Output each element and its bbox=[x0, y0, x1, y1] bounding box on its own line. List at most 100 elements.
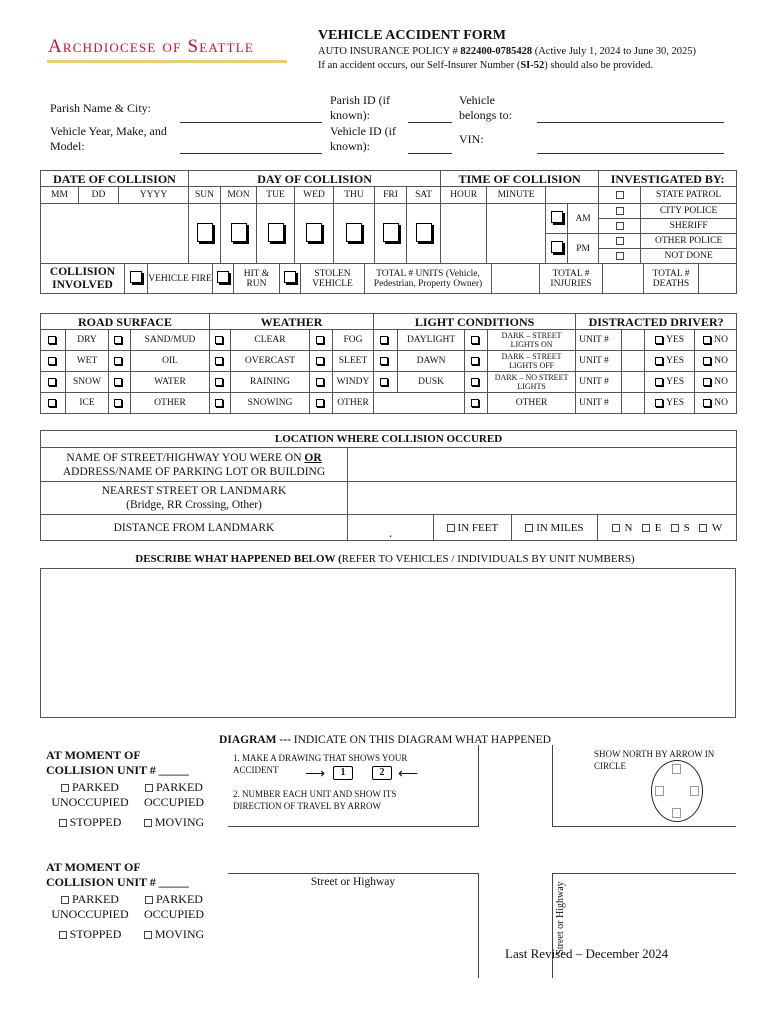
state-patrol-label: STATE PATROL bbox=[640, 186, 738, 204]
thu-checkbox[interactable] bbox=[333, 203, 375, 264]
collision-involved-label: COLLISION INVOLVED bbox=[40, 263, 125, 294]
stolen-label: STOLEN VEHICLE bbox=[300, 263, 365, 294]
moving-checkbox[interactable]: MOVING bbox=[134, 927, 214, 942]
vehicle-id-field[interactable] bbox=[408, 153, 452, 154]
water-checkbox[interactable] bbox=[108, 371, 131, 393]
hit-run-checkbox[interactable] bbox=[212, 263, 234, 294]
sand-checkbox[interactable] bbox=[108, 329, 131, 351]
overcast-checkbox[interactable] bbox=[209, 350, 231, 372]
street-highway-horizontal: Street or Highway bbox=[310, 876, 396, 888]
unit-input[interactable] bbox=[621, 392, 646, 414]
raining-checkbox[interactable] bbox=[209, 371, 231, 393]
parked-unoccupied-checkbox[interactable]: PARKED UNOCCUPIED bbox=[51, 780, 129, 809]
fog-checkbox[interactable] bbox=[309, 329, 333, 351]
compass-north-box[interactable] bbox=[672, 764, 681, 774]
vehicle-ymm-field[interactable] bbox=[180, 153, 322, 154]
parked-occupied-checkbox[interactable]: PARKED OCCUPIED bbox=[143, 892, 204, 921]
dark-lights-on-checkbox[interactable] bbox=[464, 329, 489, 351]
yes-checkbox[interactable]: YES bbox=[644, 371, 696, 393]
east-checkbox[interactable]: E bbox=[641, 522, 661, 534]
in-miles-checkbox[interactable]: IN MILES bbox=[511, 514, 598, 541]
sun-checkbox[interactable] bbox=[188, 203, 221, 264]
distance-input[interactable]: . bbox=[347, 514, 434, 541]
dawn-checkbox[interactable] bbox=[373, 350, 399, 372]
unit-label: UNIT # bbox=[575, 392, 623, 414]
no-checkbox[interactable]: NO bbox=[694, 329, 738, 351]
vin-field[interactable] bbox=[537, 153, 724, 154]
water-label: WATER bbox=[130, 371, 210, 393]
unit-input[interactable] bbox=[621, 350, 646, 372]
sat-checkbox[interactable] bbox=[405, 203, 442, 264]
yes-checkbox[interactable]: YES bbox=[644, 392, 696, 414]
yes-checkbox[interactable]: YES bbox=[644, 329, 696, 351]
stolen-checkbox[interactable] bbox=[279, 263, 301, 294]
diagram-title-bold: DIAGRAM --- bbox=[219, 734, 291, 746]
unit-block-1: AT MOMENT OF COLLISION UNIT # _____ PARK… bbox=[46, 748, 226, 830]
stopped-checkbox[interactable]: STOPPED bbox=[46, 815, 134, 830]
not-done-checkbox[interactable] bbox=[598, 248, 642, 264]
parish-name-field[interactable] bbox=[180, 122, 322, 123]
no-checkbox[interactable]: NO bbox=[694, 350, 738, 372]
sleet-checkbox[interactable] bbox=[309, 350, 333, 372]
wed-checkbox[interactable] bbox=[294, 203, 334, 264]
weather-other-checkbox[interactable] bbox=[309, 392, 333, 414]
unit-input[interactable] bbox=[621, 371, 646, 393]
snowing-checkbox[interactable] bbox=[209, 392, 231, 414]
other-police-checkbox[interactable] bbox=[598, 233, 642, 249]
describe-bold: DESCRIBE WHAT HAPPENED BELOW ( bbox=[135, 553, 342, 565]
mon-checkbox[interactable] bbox=[220, 203, 257, 264]
city-police-checkbox[interactable] bbox=[598, 203, 642, 219]
fri-checkbox[interactable] bbox=[374, 203, 407, 264]
dark-no-lights-checkbox[interactable] bbox=[464, 371, 489, 393]
state-patrol-checkbox[interactable] bbox=[598, 186, 642, 204]
oil-checkbox[interactable] bbox=[108, 350, 131, 372]
wet-checkbox[interactable] bbox=[40, 350, 66, 372]
total-injuries-input[interactable] bbox=[602, 263, 644, 294]
am-checkbox[interactable] bbox=[545, 203, 569, 234]
tue-checkbox[interactable] bbox=[256, 203, 295, 264]
time-header: TIME OF COLLISION bbox=[440, 170, 600, 187]
daylight-checkbox[interactable] bbox=[373, 329, 399, 351]
total-units-input[interactable] bbox=[491, 263, 540, 294]
nearest-input[interactable] bbox=[347, 481, 737, 515]
vehicle-fire-checkbox[interactable] bbox=[124, 263, 148, 294]
light-other-checkbox[interactable] bbox=[464, 392, 489, 414]
in-feet-checkbox[interactable]: IN FEET bbox=[433, 514, 512, 541]
no-checkbox[interactable]: NO bbox=[694, 371, 738, 393]
windy-checkbox[interactable] bbox=[309, 371, 333, 393]
describe-textarea[interactable] bbox=[40, 568, 736, 718]
dusk-checkbox[interactable] bbox=[373, 371, 399, 393]
compass-circle[interactable] bbox=[651, 760, 703, 822]
west-checkbox[interactable]: W bbox=[699, 522, 722, 534]
minute-input[interactable] bbox=[486, 203, 547, 264]
south-checkbox[interactable]: S bbox=[670, 522, 690, 534]
belongs-to-field[interactable] bbox=[537, 122, 724, 123]
moving-checkbox[interactable]: MOVING bbox=[134, 815, 214, 830]
compass-east-box[interactable] bbox=[690, 786, 699, 796]
snow-checkbox[interactable] bbox=[40, 371, 66, 393]
stopped-checkbox[interactable]: STOPPED bbox=[46, 927, 134, 942]
total-deaths-input[interactable] bbox=[698, 263, 737, 294]
dark-lights-off-checkbox[interactable] bbox=[464, 350, 489, 372]
clear-checkbox[interactable] bbox=[209, 329, 231, 351]
compass-south-box[interactable] bbox=[672, 808, 681, 818]
compass-west-box[interactable] bbox=[655, 786, 664, 796]
date-input[interactable] bbox=[40, 203, 189, 264]
raining-label: RAINING bbox=[230, 371, 310, 393]
unit-input[interactable] bbox=[621, 329, 646, 351]
street-input[interactable] bbox=[347, 447, 737, 482]
ice-checkbox[interactable] bbox=[40, 392, 66, 414]
oil-label: OIL bbox=[130, 350, 210, 372]
mm-label: MM bbox=[40, 186, 79, 204]
road-other-checkbox[interactable] bbox=[108, 392, 131, 414]
no-checkbox[interactable]: NO bbox=[694, 392, 738, 414]
parish-id-field[interactable] bbox=[408, 122, 452, 123]
parked-unoccupied-checkbox[interactable]: PARKED UNOCCUPIED bbox=[51, 892, 129, 921]
pm-checkbox[interactable] bbox=[545, 233, 569, 264]
dry-checkbox[interactable] bbox=[40, 329, 66, 351]
sheriff-checkbox[interactable] bbox=[598, 218, 642, 234]
parked-occupied-checkbox[interactable]: PARKED OCCUPIED bbox=[143, 780, 204, 809]
hour-input[interactable] bbox=[440, 203, 488, 264]
yes-checkbox[interactable]: YES bbox=[644, 350, 696, 372]
north-checkbox[interactable]: N bbox=[611, 522, 632, 534]
